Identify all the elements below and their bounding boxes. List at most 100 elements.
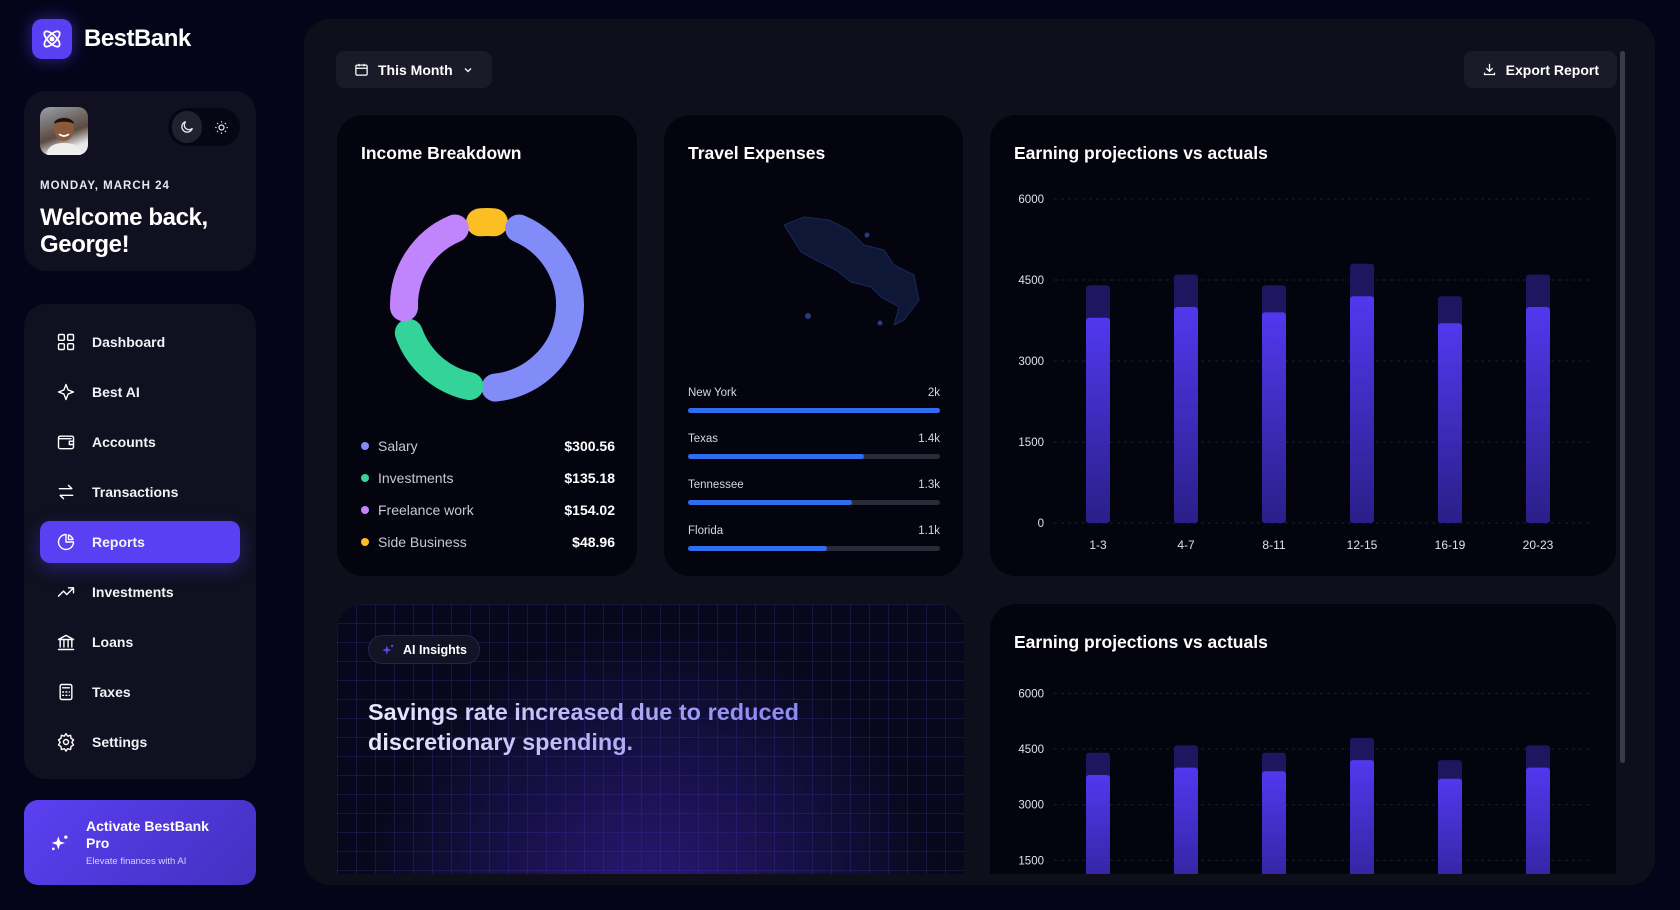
light-mode-button[interactable] [206,111,236,143]
dark-mode-button[interactable] [172,111,202,143]
bank-icon [57,634,75,651]
travel-progress [688,546,940,551]
x-tick-label: 1-3 [1089,538,1107,552]
sidebar-item-label: Settings [92,734,148,750]
actual-bar[interactable] [1262,312,1286,523]
donut-slice-salary[interactable] [481,214,584,402]
x-tick-label: 4-7 [1177,538,1195,552]
actual-bar[interactable] [1086,317,1110,523]
sidebar-nav: Dashboard Best AI Accounts Transactions Repo… [24,304,256,779]
gear-icon [57,732,75,752]
wallet-icon [57,435,75,450]
profile-card: MONDAY, MARCH 24 Welcome back, George! [24,91,256,271]
y-tick-label: 3000 [1018,356,1044,368]
y-tick-label: 6000 [1018,194,1044,206]
promo-title: Activate BestBank Pro [86,818,209,851]
sidebar-item-transactions[interactable]: Transactions [40,471,240,513]
x-tick-label: 8-11 [1262,538,1285,552]
travel-location: Florida [688,525,724,537]
earnings-bar-chart-2: 15003000450060001-34-78-1112-1516-1920-2… [1018,688,1590,874]
period-label: This Month [378,61,453,78]
donut-slice-freelance-work[interactable] [390,214,469,322]
sidebar-item-label: Taxes [92,684,131,700]
sun-icon [214,120,228,134]
travel-amount: 1.4k [918,433,940,445]
travel-row: Florida 1.1k [688,525,940,551]
sparkles-icon [51,835,68,850]
sidebar-item-reports[interactable]: Reports [40,521,240,563]
export-report-button[interactable]: Export Report [1463,51,1617,88]
period-dropdown[interactable]: This Month [336,51,492,88]
actual-bar[interactable] [1438,323,1462,523]
travel-row: New York 2k [688,387,940,413]
trend-icon [57,587,75,597]
sidebar-item-taxes[interactable]: Taxes [40,671,240,713]
sidebar-item-accounts[interactable]: Accounts [40,421,240,463]
earnings-chart-card: Earning projections vs actuals 0 1500 3000… [990,115,1616,576]
sidebar-item-label: Best AI [92,384,140,400]
actual-bar[interactable] [1350,296,1374,523]
actual-bar[interactable] [1262,771,1286,874]
x-tick-label: 12-15 [1347,538,1378,552]
sidebar-item-loans[interactable]: Loans [40,621,240,663]
y-tick-label: 0 [1038,518,1044,530]
travel-location: New York [688,387,737,399]
travel-row: Texas 1.4k [688,433,940,459]
y-tick-label: 4500 [1018,275,1044,287]
actual-bar[interactable] [1438,778,1462,874]
actual-bar[interactable] [1526,767,1550,874]
travel-expenses-card: Travel Expenses New York 2k Texas 1.4k Tenne… [664,115,963,576]
x-tick-label: 16-19 [1435,538,1466,552]
legend-dot [361,442,369,450]
actual-bar[interactable] [1174,767,1198,874]
sidebar-item-investments[interactable]: Investments [40,571,240,613]
chevron-down-icon [464,67,472,72]
brand-name: BestBank [84,25,191,52]
sidebar-item-label: Reports [92,534,145,550]
theme-toggle[interactable] [168,108,240,146]
pie-icon [57,533,75,551]
avatar[interactable] [40,107,88,155]
earnings-chart-card-2: Earning projections vs actuals 1500 3000 4… [990,604,1616,874]
sidebar-item-best-ai[interactable]: Best AI [40,371,240,413]
legend-value: $135.18 [564,470,615,486]
actual-bar[interactable] [1086,775,1110,874]
donut-slice-investments[interactable] [394,318,484,401]
grid-icon [57,333,75,351]
income-legend-item: Side Business $48.96 [361,534,615,550]
income-donut-chart [390,208,584,402]
sidebar-item-dashboard[interactable]: Dashboard [40,321,240,363]
earnings-title: Earning projections vs actuals [1014,143,1268,163]
promo-subtitle: Elevate finances with AI [86,856,187,867]
calendar-icon [355,63,368,76]
y-tick-label: 6000 [1018,688,1044,700]
actual-bar[interactable] [1350,760,1374,874]
legend-dot [361,538,369,546]
actual-bar[interactable] [1526,307,1550,523]
arrows-icon [58,484,74,500]
calculator-icon [59,683,73,701]
travel-amount: 1.3k [918,479,940,491]
scrollbar[interactable] [1620,51,1625,763]
x-tick-label: 20-23 [1523,538,1554,552]
legend-value: $300.56 [564,438,615,454]
travel-progress [688,500,940,505]
main-content: This Month Export Report Income Breakdow… [304,19,1655,885]
travel-progress [688,408,940,413]
activate-pro-button[interactable]: Activate BestBank Pro Elevate finances w… [24,800,256,885]
sidebar-item-label: Accounts [92,434,156,450]
sidebar-item-label: Loans [92,634,134,650]
logo [32,19,72,59]
sidebar-item-label: Dashboard [92,334,166,350]
legend-label: Side Business [378,534,467,550]
sidebar-item-settings[interactable]: Settings [40,721,240,763]
sparkle-icon [57,383,75,401]
legend-value: $48.96 [572,534,615,550]
ai-insights-card: AI Insights Savings rate increased due t… [337,604,964,874]
current-date: MONDAY, MARCH 24 [40,180,170,192]
y-tick-label: 4500 [1018,744,1044,756]
legend-label: Investments [378,470,454,486]
travel-location: Texas [688,433,719,445]
travel-amount: 1.1k [918,525,940,537]
actual-bar[interactable] [1174,307,1198,523]
